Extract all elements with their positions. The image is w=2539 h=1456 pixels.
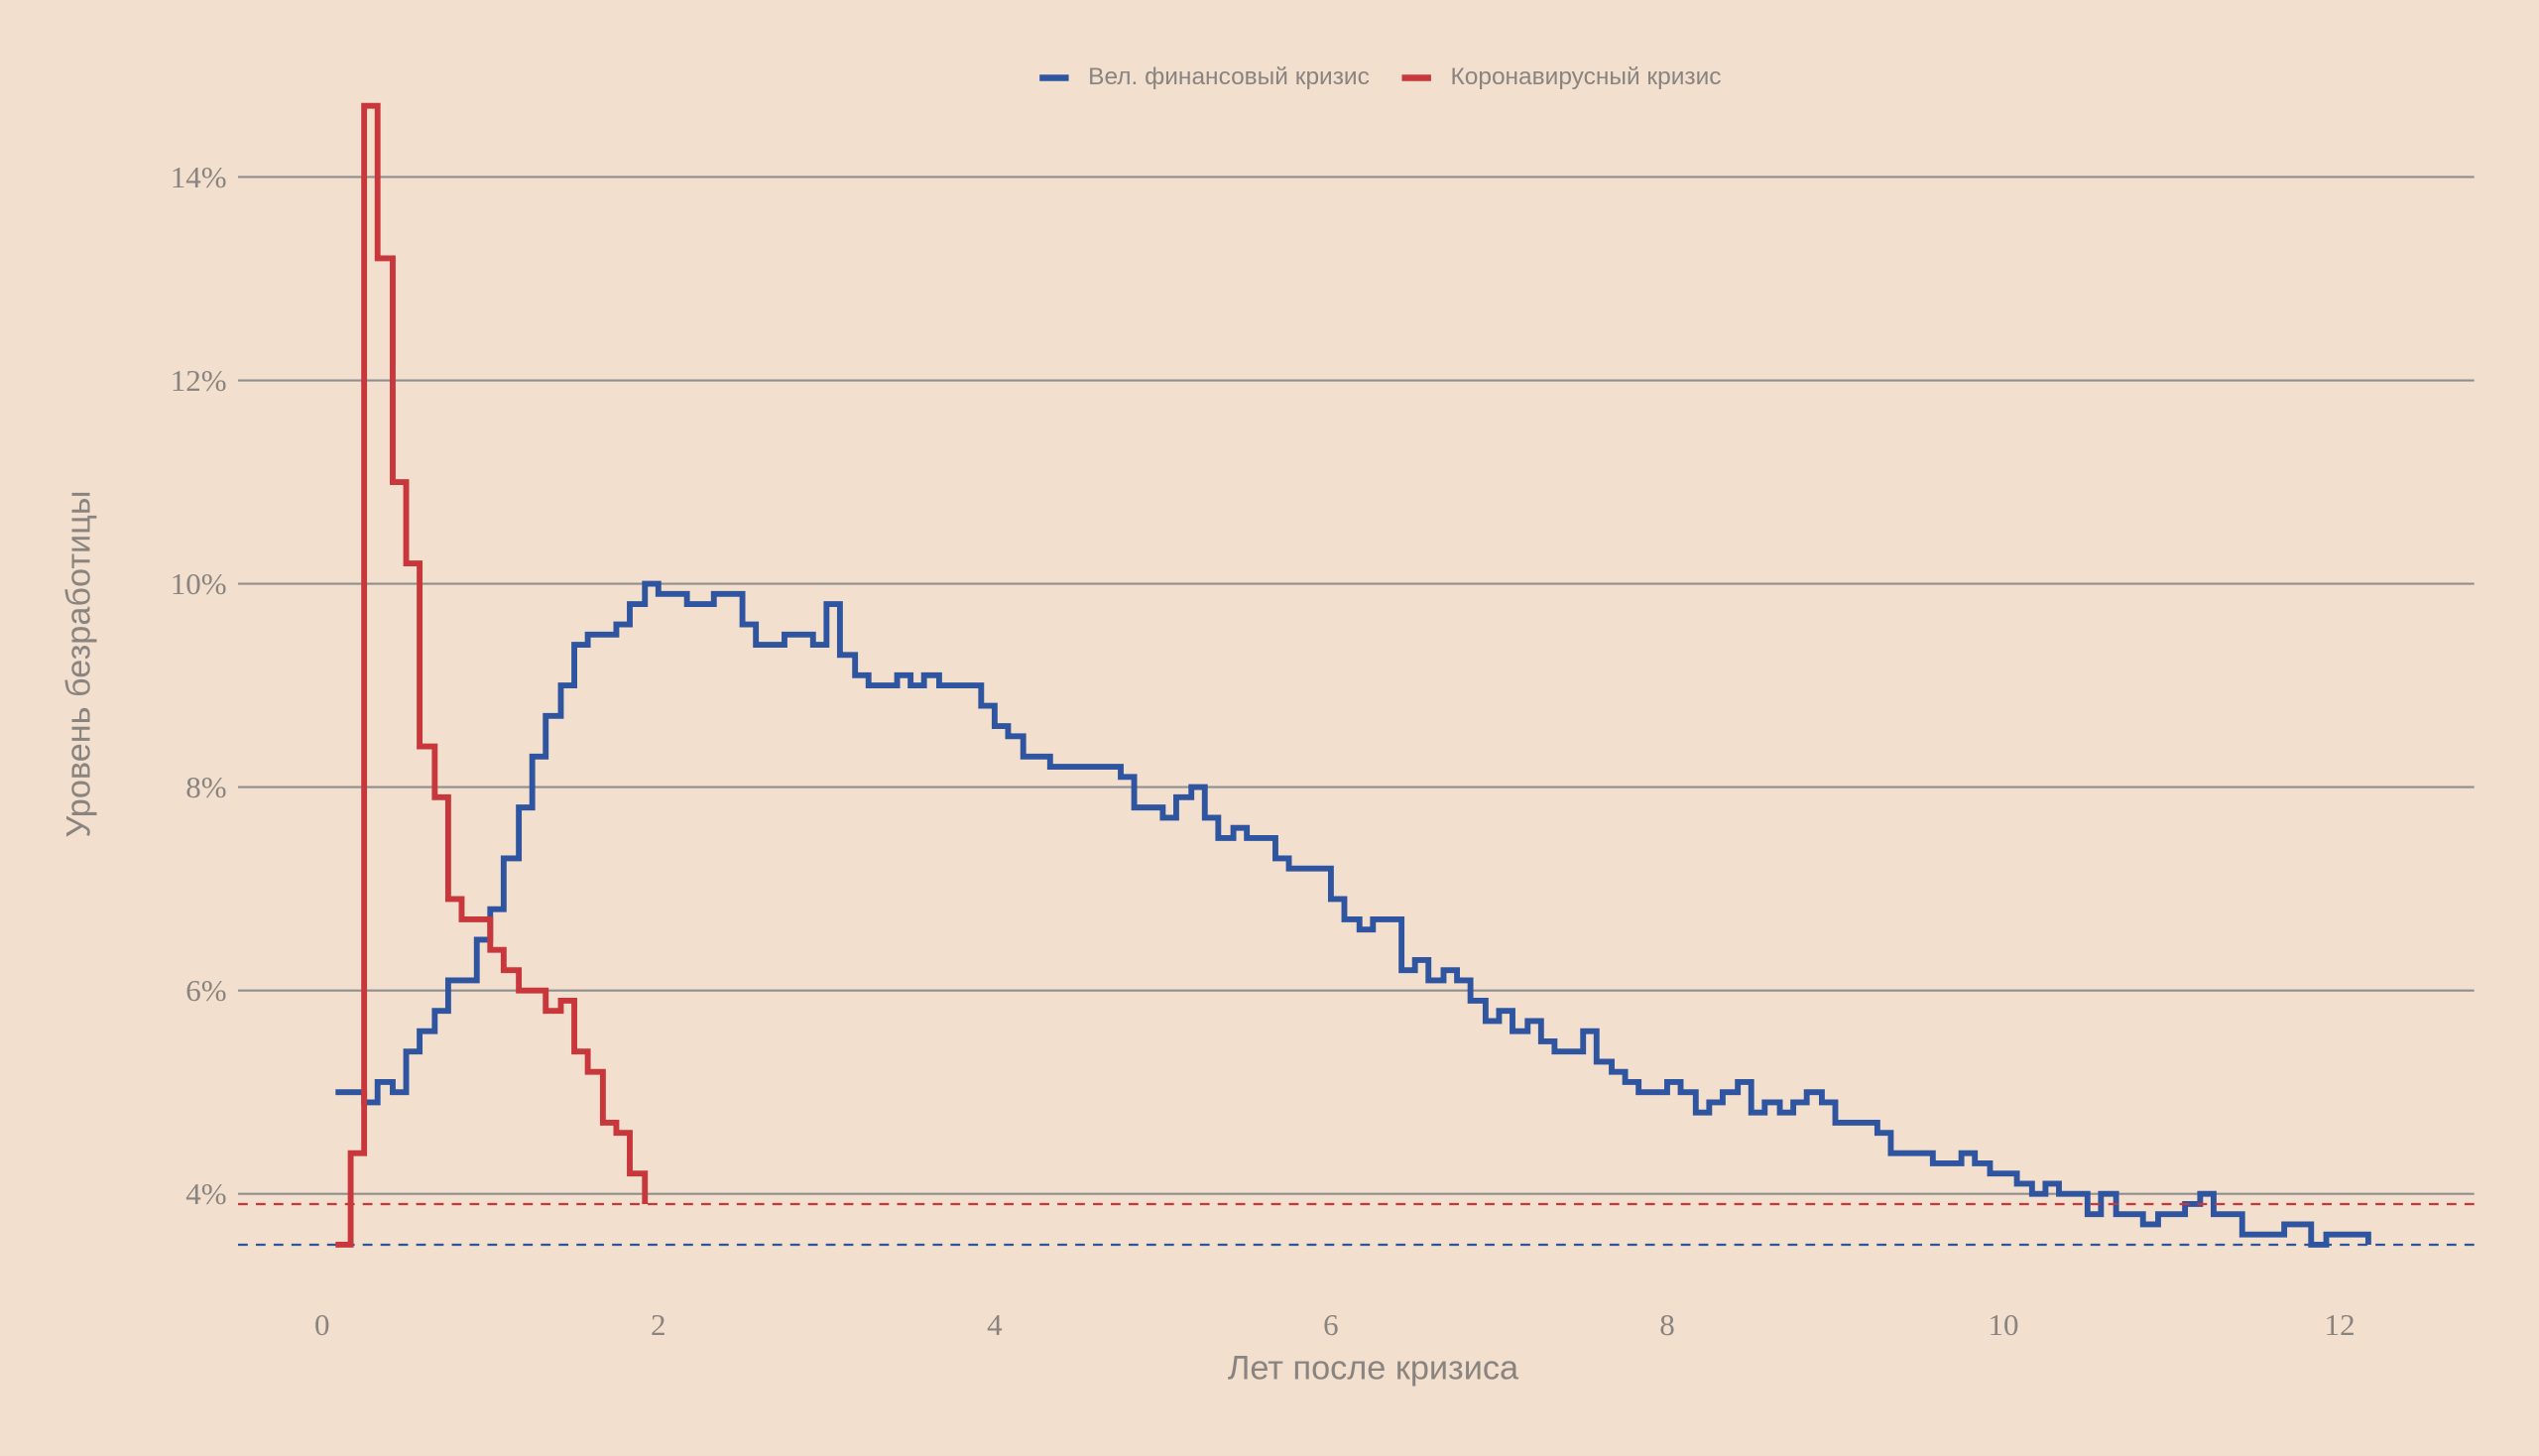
step-line [335,580,2371,1248]
step-line [335,102,649,1248]
y-tick-label: 10% [171,566,227,601]
y-tick-label: 4% [185,1176,226,1211]
x-tick-label: 0 [314,1307,330,1342]
x-tick-label: 12 [2325,1307,2356,1342]
x-tick-label: 4 [987,1307,1003,1342]
y-tick-label: 8% [185,770,226,804]
y-axis-title: Уровень безработицы [60,491,98,838]
x-tick-label: 10 [1989,1307,2019,1342]
x-axis-title: Лет после кризиса [1228,1349,1519,1387]
y-tick-label: 12% [171,363,227,398]
y-tick-label: 14% [171,160,227,194]
x-tick-label: 6 [1323,1307,1339,1342]
legend-label: Коронавирусный кризис [1450,63,1721,90]
y-tick-label: 6% [185,973,226,1008]
x-tick-label: 2 [651,1307,666,1342]
legend-label: Вел. финансовый кризис [1088,63,1370,90]
x-tick-label: 8 [1659,1307,1675,1342]
